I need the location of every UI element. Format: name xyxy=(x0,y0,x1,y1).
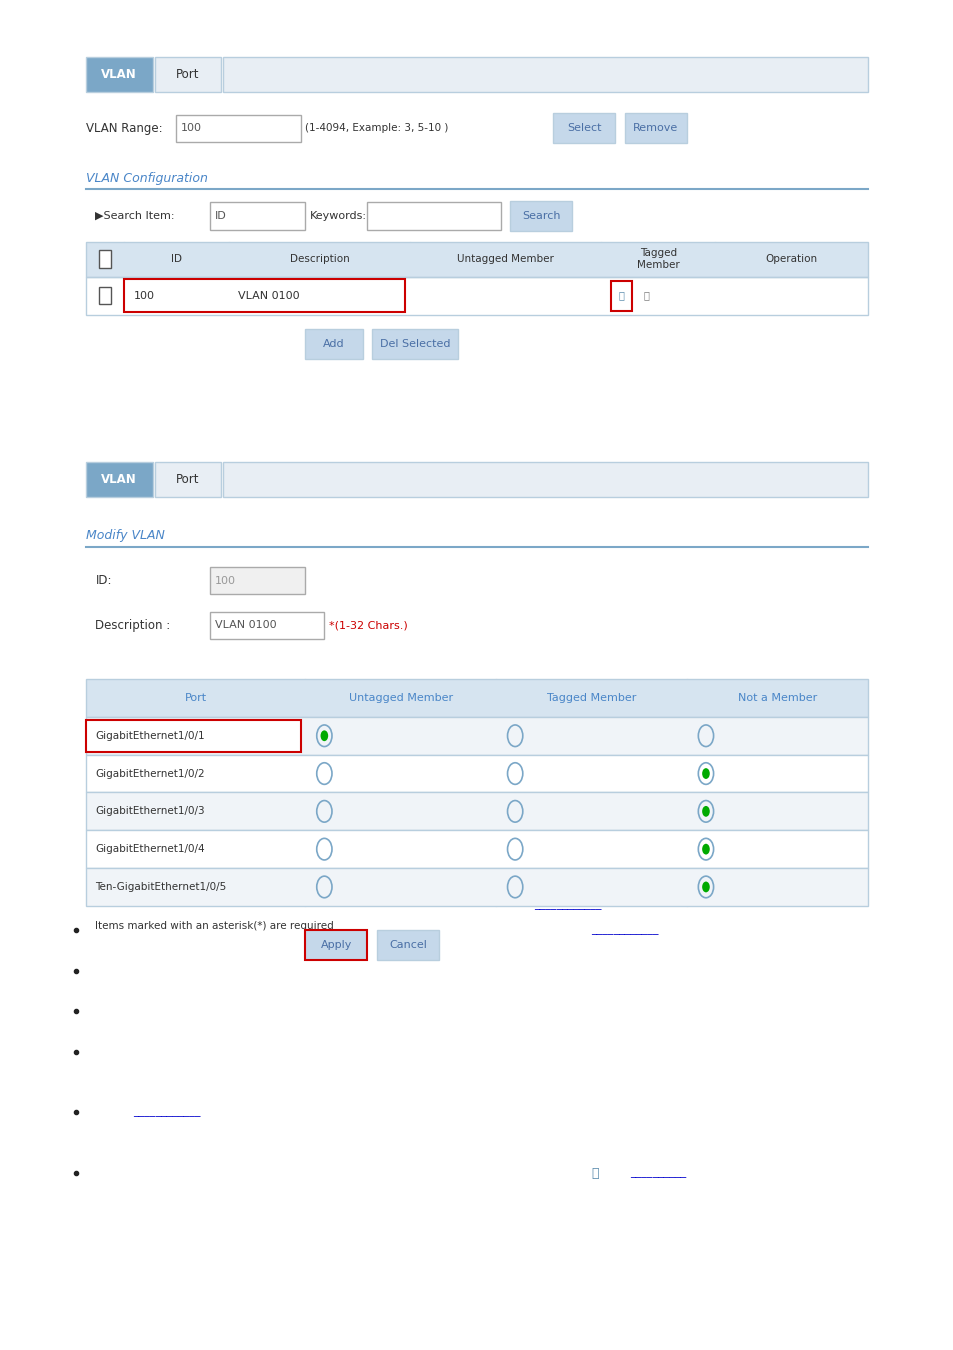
Bar xyxy=(86,277,867,315)
Bar xyxy=(86,868,867,906)
Bar xyxy=(86,792,867,830)
Bar xyxy=(372,329,457,359)
Bar xyxy=(86,242,867,277)
Text: 100: 100 xyxy=(181,123,202,134)
Text: 📋: 📋 xyxy=(591,1166,598,1180)
Text: 100: 100 xyxy=(133,290,154,301)
Text: ____________: ____________ xyxy=(591,925,659,936)
Bar xyxy=(176,115,300,142)
Bar xyxy=(86,242,867,277)
Text: VLAN 0100: VLAN 0100 xyxy=(238,290,300,301)
Text: ____________: ____________ xyxy=(133,1107,201,1118)
Text: Port: Port xyxy=(184,693,207,703)
Text: ID:: ID: xyxy=(95,574,112,587)
Text: __________: __________ xyxy=(629,1168,685,1179)
Text: Ten-GigabitEthernet1/0/5: Ten-GigabitEthernet1/0/5 xyxy=(95,882,227,892)
Bar xyxy=(610,281,631,311)
Text: Description: Description xyxy=(290,254,349,265)
Bar xyxy=(305,329,362,359)
Text: Port: Port xyxy=(176,68,199,81)
Text: VLAN Range:: VLAN Range: xyxy=(86,122,162,135)
Bar xyxy=(86,717,867,755)
Text: VLAN Configuration: VLAN Configuration xyxy=(86,171,208,185)
Text: ID: ID xyxy=(171,254,182,265)
Text: Search: Search xyxy=(521,211,560,221)
Text: GigabitEthernet1/0/3: GigabitEthernet1/0/3 xyxy=(95,806,205,817)
Text: ID: ID xyxy=(214,211,226,221)
Text: Untagged Member: Untagged Member xyxy=(456,254,554,265)
Text: Remove: Remove xyxy=(633,123,678,134)
Bar xyxy=(553,113,615,143)
Text: Tagged Member: Tagged Member xyxy=(546,693,636,703)
Bar xyxy=(154,462,221,497)
Text: GigabitEthernet1/0/2: GigabitEthernet1/0/2 xyxy=(95,768,205,779)
Bar xyxy=(624,113,686,143)
Text: VLAN 0100: VLAN 0100 xyxy=(214,620,276,630)
Bar xyxy=(86,679,867,717)
Text: Not a Member: Not a Member xyxy=(737,693,817,703)
Bar xyxy=(154,57,221,92)
Bar xyxy=(210,567,305,594)
Bar xyxy=(510,201,572,231)
Circle shape xyxy=(701,806,709,817)
Bar xyxy=(305,930,367,960)
Text: Operation: Operation xyxy=(765,254,817,265)
Text: ____________: ____________ xyxy=(534,899,601,910)
Text: Apply: Apply xyxy=(320,940,352,950)
Circle shape xyxy=(701,768,709,779)
Text: VLAN: VLAN xyxy=(101,472,137,486)
Bar xyxy=(86,830,867,868)
Bar xyxy=(99,251,111,267)
Bar xyxy=(223,462,867,497)
Circle shape xyxy=(320,730,328,741)
Text: Keywords:: Keywords: xyxy=(310,211,367,221)
Text: Cancel: Cancel xyxy=(389,940,426,950)
Text: VLAN: VLAN xyxy=(101,68,137,81)
Bar xyxy=(210,612,324,639)
Text: ▶Search Item:: ▶Search Item: xyxy=(95,211,174,221)
Text: 🗑: 🗑 xyxy=(643,290,649,301)
Bar xyxy=(124,279,405,312)
Text: 📋: 📋 xyxy=(618,290,623,301)
Text: Untagged Member: Untagged Member xyxy=(348,693,453,703)
Text: Tagged
Member: Tagged Member xyxy=(637,248,679,270)
Text: 100: 100 xyxy=(214,575,235,586)
Text: Items marked with an asterisk(*) are required: Items marked with an asterisk(*) are req… xyxy=(95,921,334,931)
Bar xyxy=(210,202,305,230)
Circle shape xyxy=(701,844,709,855)
Bar xyxy=(86,462,152,497)
Text: (1-4094, Example: 3, 5-10 ): (1-4094, Example: 3, 5-10 ) xyxy=(305,123,448,134)
Text: Description :: Description : xyxy=(95,618,171,632)
Bar xyxy=(223,57,867,92)
Text: GigabitEthernet1/0/4: GigabitEthernet1/0/4 xyxy=(95,844,205,855)
Text: Add: Add xyxy=(323,339,344,350)
Bar xyxy=(367,202,500,230)
Text: Port: Port xyxy=(176,472,199,486)
Bar xyxy=(376,930,438,960)
Text: *(1-32 Chars.): *(1-32 Chars.) xyxy=(329,620,408,630)
Text: Select: Select xyxy=(566,123,601,134)
Bar xyxy=(86,57,152,92)
Text: Del Selected: Del Selected xyxy=(379,339,450,350)
Bar xyxy=(99,288,111,305)
Text: Modify VLAN: Modify VLAN xyxy=(86,529,165,543)
Circle shape xyxy=(701,882,709,892)
Text: GigabitEthernet1/0/1: GigabitEthernet1/0/1 xyxy=(95,730,205,741)
Bar xyxy=(86,720,300,752)
Bar xyxy=(86,755,867,792)
